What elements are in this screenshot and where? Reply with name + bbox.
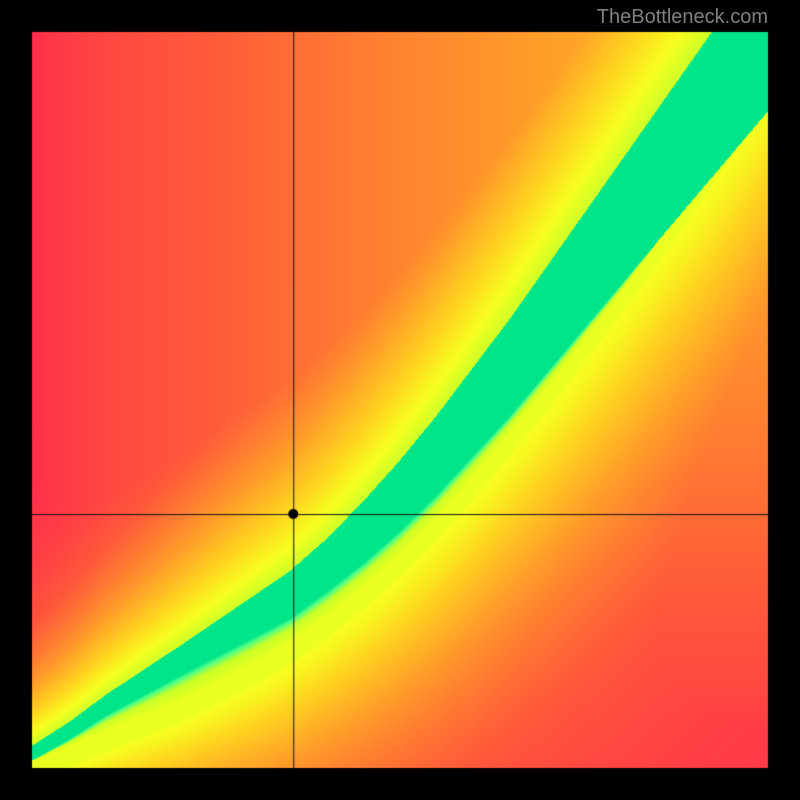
bottleneck-heatmap — [0, 0, 800, 800]
watermark-text: TheBottleneck.com — [597, 6, 768, 29]
